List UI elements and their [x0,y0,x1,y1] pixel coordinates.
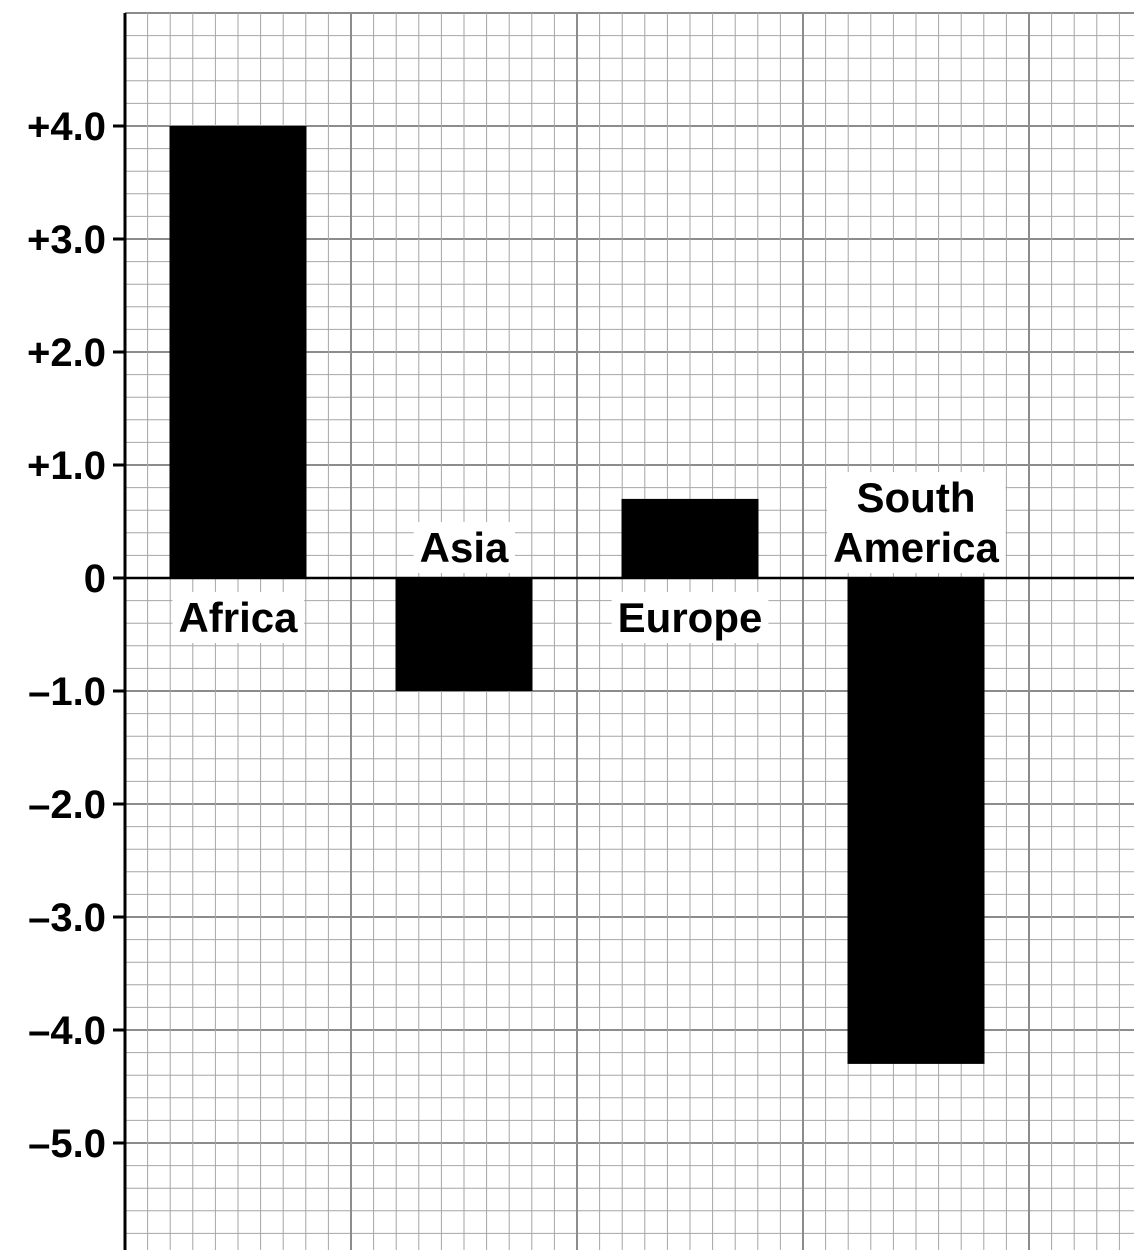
y-tick-label: +4.0 [27,105,106,149]
y-tick-label: –2.0 [28,783,106,827]
y-tick-label: +1.0 [27,444,106,488]
category-label-background [172,592,305,643]
category-label-background [413,522,515,573]
y-tick-label: +2.0 [27,331,106,375]
y-tick-labels: +4.0 +3.0 +2.0 +1.0 0 –1.0 –2.0 –3.0 –4.0 –5.0 [27,105,125,1166]
category-label-text: Europe [618,594,763,641]
category-label-text: America [833,524,999,571]
category-label-background [611,592,769,643]
category-label-asia: Asia [413,522,515,573]
category-label-africa: Africa [172,592,305,643]
y-tick-label: –1.0 [28,670,106,714]
y-tick-label: –4.0 [28,1009,106,1053]
category-label-text: South [857,474,976,521]
bar-africa [169,126,307,578]
bars [169,126,985,1064]
y-tick-label: +3.0 [27,218,106,262]
y-tick-label: –3.0 [28,896,106,940]
category-label-text: Asia [420,524,509,571]
category-label-europe: Europe [611,592,769,643]
y-tick-label: 0 [84,557,106,601]
y-tick-label: –5.0 [28,1122,106,1166]
category-label-background [827,472,1006,573]
bar-europe [621,498,759,578]
bar-asia [395,578,533,691]
axes [123,13,1134,1250]
bar-south-america [847,578,985,1064]
category-label-text: Africa [178,594,298,641]
